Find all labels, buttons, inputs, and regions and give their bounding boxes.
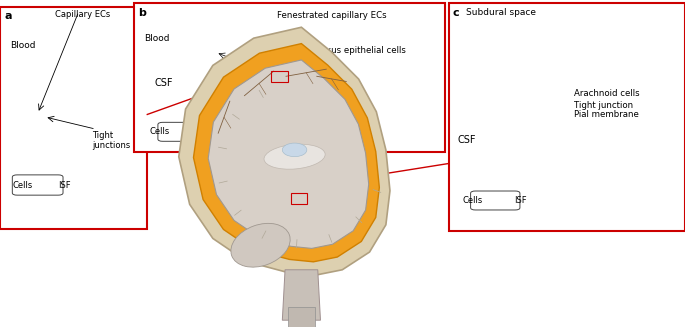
Ellipse shape (461, 79, 493, 90)
Ellipse shape (494, 79, 525, 90)
Bar (288, 307, 315, 327)
Text: CSF: CSF (458, 135, 476, 145)
Text: Fenestrated capillary ECs: Fenestrated capillary ECs (277, 11, 386, 20)
Circle shape (231, 49, 238, 52)
Ellipse shape (527, 79, 558, 90)
Bar (290, 194, 307, 204)
Circle shape (49, 114, 55, 117)
Circle shape (188, 49, 195, 52)
Ellipse shape (449, 91, 480, 102)
FancyBboxPatch shape (12, 175, 63, 195)
FancyBboxPatch shape (471, 191, 520, 210)
Circle shape (83, 111, 101, 120)
Text: Choroid plexus epithelial cells: Choroid plexus epithelial cells (277, 46, 406, 55)
Text: Cells: Cells (149, 127, 170, 136)
Bar (137, 21, 271, 54)
Bar (137, 113, 271, 150)
Ellipse shape (216, 106, 225, 112)
Circle shape (252, 49, 259, 52)
Text: Blood: Blood (144, 34, 169, 43)
Ellipse shape (194, 106, 203, 112)
Circle shape (492, 94, 503, 99)
FancyBboxPatch shape (134, 3, 445, 152)
Circle shape (108, 114, 115, 117)
Text: Subdural space: Subdural space (466, 8, 536, 17)
Text: Blood: Blood (10, 41, 36, 50)
Bar (271, 71, 288, 82)
Text: ISF: ISF (514, 196, 526, 205)
Text: ISF: ISF (195, 127, 208, 136)
Bar (1, 116, 146, 227)
FancyBboxPatch shape (158, 122, 206, 141)
Ellipse shape (482, 91, 513, 102)
Circle shape (23, 111, 41, 120)
Text: Pial membrane: Pial membrane (574, 110, 639, 119)
Circle shape (88, 114, 95, 117)
Circle shape (459, 94, 470, 99)
Ellipse shape (203, 45, 223, 56)
Text: ISF: ISF (58, 181, 71, 190)
Polygon shape (282, 270, 321, 320)
Circle shape (558, 94, 569, 99)
Circle shape (504, 82, 515, 87)
FancyBboxPatch shape (0, 7, 147, 229)
Ellipse shape (282, 143, 307, 157)
Ellipse shape (140, 45, 159, 56)
Circle shape (63, 111, 81, 120)
Text: Capillary ECs: Capillary ECs (55, 10, 110, 19)
Bar (452, 103, 570, 109)
Circle shape (167, 49, 174, 52)
Text: Tight junctions: Tight junctions (277, 70, 340, 79)
Circle shape (9, 114, 16, 117)
Circle shape (128, 114, 135, 117)
Bar (1, 7, 146, 84)
Ellipse shape (205, 106, 214, 112)
Circle shape (537, 82, 548, 87)
Text: Cells: Cells (12, 181, 33, 190)
Text: CSF: CSF (154, 78, 173, 89)
Ellipse shape (183, 106, 192, 112)
Circle shape (68, 114, 75, 117)
Ellipse shape (264, 144, 325, 169)
Polygon shape (208, 60, 369, 249)
Polygon shape (193, 43, 379, 262)
Text: c: c (453, 8, 460, 18)
FancyBboxPatch shape (449, 3, 685, 231)
Text: Cells: Cells (462, 196, 483, 205)
Circle shape (570, 82, 581, 87)
Circle shape (210, 49, 216, 52)
Circle shape (146, 49, 153, 52)
Circle shape (123, 111, 140, 120)
Ellipse shape (150, 106, 160, 112)
Ellipse shape (514, 91, 546, 102)
Text: Arachnoid cells: Arachnoid cells (574, 89, 640, 98)
Circle shape (3, 111, 21, 120)
Bar (137, 54, 271, 113)
Ellipse shape (172, 106, 182, 112)
Ellipse shape (161, 106, 171, 112)
Ellipse shape (225, 45, 244, 56)
Circle shape (103, 111, 121, 120)
Ellipse shape (560, 79, 591, 90)
Text: a: a (4, 11, 12, 22)
Ellipse shape (161, 45, 180, 56)
Circle shape (43, 111, 61, 120)
Polygon shape (179, 27, 390, 275)
Ellipse shape (139, 106, 149, 112)
Ellipse shape (246, 45, 265, 56)
Circle shape (471, 82, 482, 87)
Ellipse shape (227, 106, 236, 112)
Bar (452, 109, 570, 172)
Ellipse shape (182, 45, 201, 56)
Text: Tight
junctions: Tight junctions (92, 131, 131, 150)
Bar (452, 172, 570, 229)
Circle shape (525, 94, 536, 99)
Text: Tight junction: Tight junction (574, 101, 633, 110)
Ellipse shape (547, 91, 579, 102)
Text: Ependymal cells: Ependymal cells (277, 105, 347, 114)
Circle shape (29, 114, 36, 117)
Ellipse shape (231, 223, 290, 267)
Text: b: b (138, 8, 145, 18)
